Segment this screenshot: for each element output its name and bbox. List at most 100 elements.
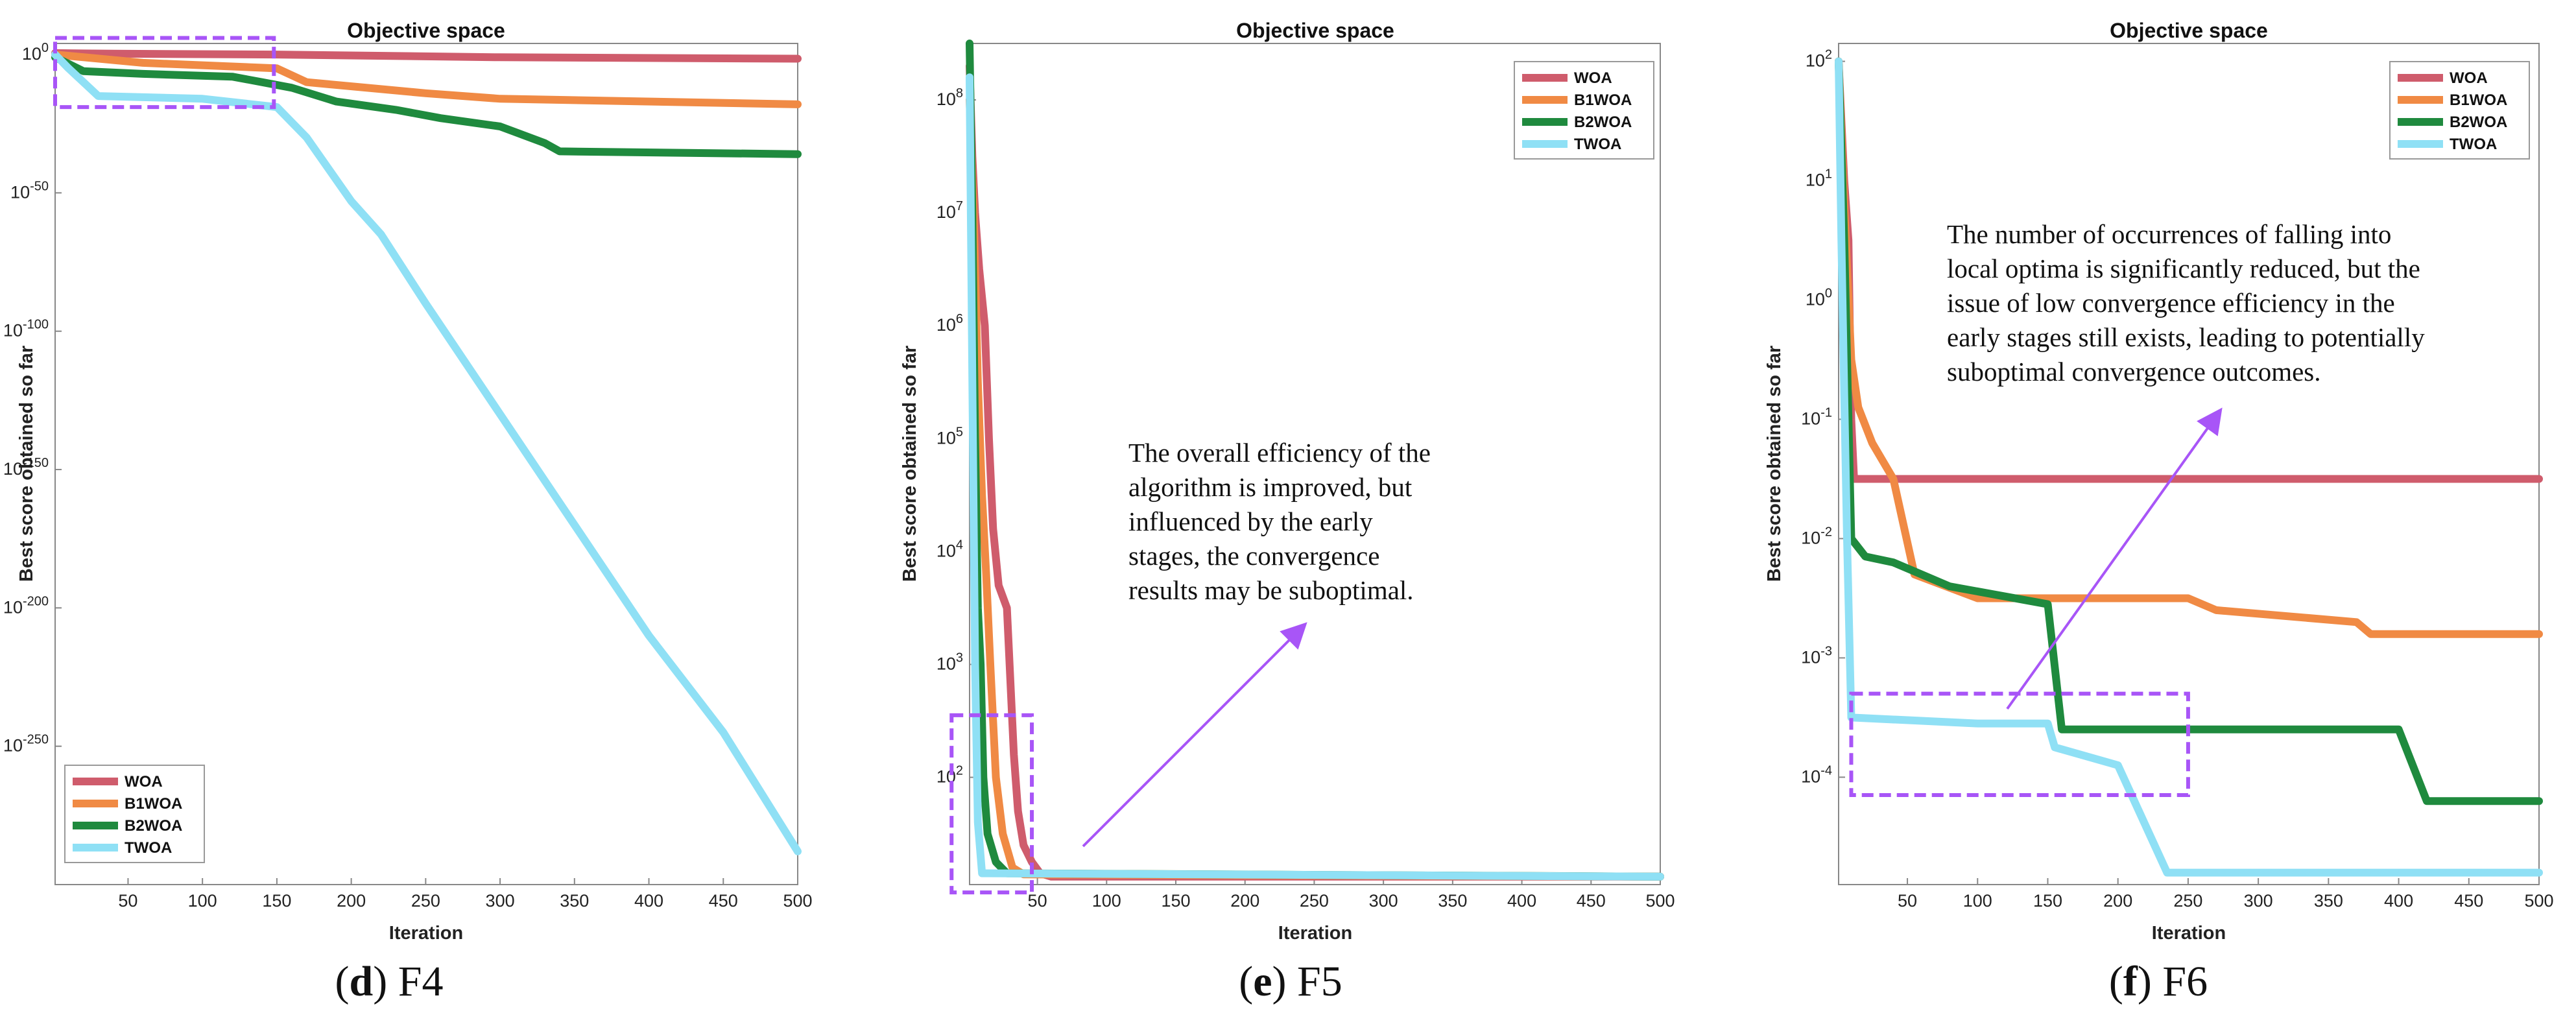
x-tick-label-f: 50 — [1898, 891, 1917, 911]
caption-text-e: F5 — [1287, 958, 1342, 1005]
x-tick-label-e: 300 — [1369, 891, 1398, 911]
panel-d: Objective space Iteration Best score obt… — [3, 19, 813, 1005]
annotation-line-e: The overall efficiency of the — [1128, 438, 1431, 468]
panel-f: Objective space Iteration Best score obt… — [1764, 19, 2554, 1005]
caption-text-d: F4 — [387, 958, 443, 1005]
caption-d: (d) F4 — [335, 958, 444, 1005]
panel-e: Objective space Iteration Best score obt… — [900, 19, 1675, 1005]
series-line-woa-d — [51, 49, 802, 63]
legend-label-b1woa-e: B1WOA — [1574, 91, 1632, 109]
y-axis-label-f: Best score obtained so far — [1764, 346, 1785, 582]
x-tick-label-f: 300 — [2244, 891, 2273, 911]
annotation-line-e: results may be suboptimal. — [1128, 575, 1414, 605]
annotation-line-f: The number of occurrences of falling int… — [1947, 219, 2391, 249]
chart-title-f: Objective space — [2110, 19, 2268, 42]
x-tick-label-e: 200 — [1230, 891, 1259, 911]
series-line-b1woa-d — [51, 51, 802, 108]
y-tick-label-f: 10-2 — [1801, 525, 1832, 547]
y-tick-label-d: 100 — [22, 41, 49, 64]
x-tick-label-d: 450 — [709, 891, 738, 911]
y-tick-label-d: 10-200 — [3, 594, 49, 617]
annotation-line-e: stages, the convergence — [1128, 541, 1379, 571]
y-tick-label-e: 105 — [936, 425, 963, 447]
legend-label-b2woa-e: B2WOA — [1574, 113, 1632, 131]
y-tick-label-e: 106 — [936, 312, 963, 335]
legend-label-woa-e: WOA — [1574, 69, 1612, 87]
x-tick-label-e: 450 — [1577, 891, 1606, 911]
x-tick-label-e: 400 — [1507, 891, 1536, 911]
highlight-box-f — [1849, 691, 2190, 798]
annotation-line-f: early stages still exists, leading to po… — [1947, 322, 2425, 352]
legend-label-twoa-d: TWOA — [125, 839, 172, 857]
legend-label-woa-d: WOA — [125, 773, 163, 791]
x-tick-label-d: 250 — [411, 891, 440, 911]
x-tick-label-f: 250 — [2173, 891, 2202, 911]
x-tick-label-d: 300 — [486, 891, 515, 911]
x-tick-label-f: 350 — [2314, 891, 2343, 911]
series-line-twoa-e — [966, 73, 1664, 881]
chart-title-e: Objective space — [1236, 19, 1394, 42]
annotation-line-f: suboptimal convergence outcomes. — [1947, 357, 2321, 387]
legend-label-woa-f: WOA — [2450, 69, 2488, 87]
y-tick-label-d: 10-150 — [3, 456, 49, 479]
x-tick-label-e: 50 — [1028, 891, 1047, 911]
x-axis-label-f: Iteration — [2152, 923, 2226, 944]
x-tick-label-e: 350 — [1438, 891, 1467, 911]
caption-letter-f: f — [2123, 958, 2138, 1005]
x-tick-label-e: 100 — [1092, 891, 1121, 911]
legend-e: WOA B1WOA B2WOA TWOA — [1514, 61, 1654, 160]
caption-letter-e: e — [1253, 958, 1272, 1005]
annotation-line-f: local optima is significantly reduced, b… — [1947, 254, 2420, 283]
legend-label-twoa-e: TWOA — [1574, 136, 1621, 153]
annotation-arrow-f — [2006, 407, 2223, 710]
y-tick-label-e: 108 — [936, 86, 963, 109]
x-tick-label-e: 250 — [1300, 891, 1329, 911]
highlight-box-d — [53, 36, 276, 110]
legend-f: WOA B1WOA B2WOA TWOA — [2389, 61, 2530, 160]
x-tick-label-d: 100 — [188, 891, 217, 911]
y-tick-label-f: 101 — [1806, 167, 1832, 190]
legend-label-twoa-f: TWOA — [2450, 136, 2497, 153]
caption-f: (f) F6 — [2109, 958, 2208, 1005]
caption-text-f: F6 — [2152, 958, 2208, 1005]
y-tick-label-e: 104 — [936, 538, 963, 560]
y-tick-label-f: 10-1 — [1801, 406, 1832, 429]
x-tick-label-d: 350 — [560, 891, 589, 911]
plot-area-e — [969, 43, 1661, 885]
y-tick-label-e: 107 — [936, 199, 963, 222]
y-tick-label-d: 10-250 — [3, 733, 49, 756]
x-tick-label-d: 400 — [634, 891, 663, 911]
plot-area-d — [54, 43, 798, 885]
x-tick-label-f: 500 — [2524, 891, 2553, 911]
y-tick-label-e: 103 — [936, 651, 963, 674]
x-tick-label-d: 150 — [262, 891, 291, 911]
legend-label-b1woa-d: B1WOA — [125, 795, 182, 813]
annotation-line-f: issue of low convergence efficiency in t… — [1947, 288, 2395, 318]
caption-e: (e) F5 — [1239, 958, 1342, 1005]
x-axis-label-e: Iteration — [1278, 923, 1352, 944]
series-line-twoa-f — [1835, 57, 2543, 877]
chart-title-d: Objective space — [347, 19, 505, 42]
y-tick-label-f: 102 — [1806, 48, 1832, 71]
y-axis-label-e: Best score obtained so far — [900, 346, 920, 582]
legend-label-b2woa-f: B2WOA — [2450, 113, 2507, 131]
legend-d: WOA B1WOA B2WOA TWOA — [64, 765, 205, 863]
annotation-line-e: influenced by the early — [1128, 506, 1373, 536]
caption-letter-d: d — [350, 958, 374, 1005]
y-tick-label-d: 10-50 — [10, 179, 49, 202]
y-tick-label-f: 10-3 — [1801, 644, 1832, 667]
x-tick-label-f: 200 — [2103, 891, 2132, 911]
annotation-line-e: algorithm is improved, but — [1128, 472, 1413, 502]
x-axis-label-d: Iteration — [389, 923, 463, 944]
x-tick-label-f: 400 — [2384, 891, 2413, 911]
x-tick-label-d: 200 — [337, 891, 366, 911]
x-tick-label-f: 100 — [1963, 891, 1992, 911]
y-tick-label-f: 100 — [1806, 287, 1832, 309]
x-tick-label-e: 500 — [1645, 891, 1675, 911]
x-tick-label-d: 500 — [783, 891, 812, 911]
y-axis-label-d: Best score obtained so far — [16, 346, 37, 582]
highlight-box-e — [949, 713, 1034, 895]
y-tick-label-f: 10-4 — [1801, 763, 1832, 786]
annotation-arrow-e — [1082, 622, 1307, 848]
